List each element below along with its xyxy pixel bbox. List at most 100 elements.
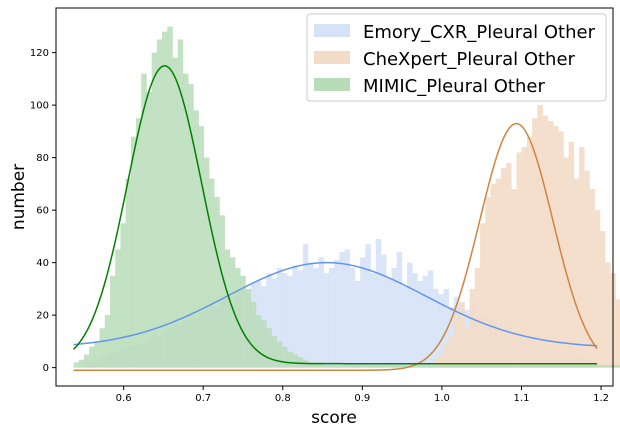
hist-bar-chexpert <box>563 157 569 368</box>
hist-bar-mimic <box>193 110 199 368</box>
x-tick-label: 1.1 <box>514 393 530 404</box>
y-tick-label: 120 <box>30 48 49 59</box>
hist-bar-mimic <box>83 354 90 368</box>
hist-bar-mimic <box>511 365 517 368</box>
hist-bar-mimic <box>427 365 434 368</box>
hist-bar-emory <box>328 267 335 368</box>
hist-bar-mimic <box>526 365 533 368</box>
hist-bar-chexpert <box>605 262 611 368</box>
hist-bar-mimic <box>297 357 304 368</box>
hist-bar-mimic <box>104 315 111 368</box>
hist-bar-emory <box>375 239 382 368</box>
legend-swatch-chexpert <box>314 51 350 64</box>
hist-bar-mimic <box>182 73 189 368</box>
hist-bar-mimic <box>240 275 246 368</box>
hist-bar-chexpert <box>459 302 465 368</box>
hist-bar-mimic <box>485 365 491 368</box>
hist-bar-mimic <box>130 136 137 368</box>
hist-bar-mimic <box>443 365 450 368</box>
hist-bar-mimic <box>521 365 528 368</box>
hist-bar-mimic <box>563 365 569 368</box>
fit-curve-mimic <box>72 65 598 365</box>
hist-bar-emory <box>401 286 408 368</box>
hist-bar-emory <box>281 273 288 368</box>
hist-bar-emory <box>339 252 345 368</box>
x-axis-label: score <box>311 408 357 428</box>
legend: Emory_CXR_Pleural Other CheXpert_Pleural… <box>306 13 607 102</box>
hist-bar-chexpert <box>453 315 460 368</box>
hist-bar-emory <box>381 254 387 368</box>
hist-bar-chexpert <box>474 267 481 368</box>
x-tick-label: 0.7 <box>195 393 211 404</box>
hist-bar-chexpert <box>547 120 554 368</box>
hist-bar-mimic <box>558 365 564 368</box>
hist-bar-emory <box>276 267 283 368</box>
hist-bar-mimic <box>474 365 481 368</box>
hist-bar-emory <box>334 260 340 368</box>
x-axis-ticks: 0.6 0.7 0.8 0.9 1.0 1.1 1.2 <box>116 386 609 404</box>
hist-bar-chexpert <box>495 178 502 368</box>
hist-bar-chexpert <box>500 168 507 368</box>
hist-bar-mimic <box>349 365 356 368</box>
hist-bar-mimic <box>214 197 220 368</box>
hist-bar-emory <box>323 273 330 368</box>
fit-curve-chexpert <box>73 122 598 371</box>
hist-bar-mimic <box>448 365 455 368</box>
hist-bar-mimic <box>506 365 512 368</box>
hist-bar-chexpert <box>584 170 590 368</box>
hist-bar-mimic <box>354 365 361 368</box>
hist-bar-chexpert <box>599 231 606 368</box>
hist-bar-chexpert <box>594 210 601 368</box>
hist-bar-mimic <box>318 362 324 368</box>
hist-bar-mimic <box>198 126 205 368</box>
hist-bar-mimic <box>250 302 257 368</box>
hist-bar-emory <box>365 244 371 368</box>
hist-bar-mimic <box>553 365 559 368</box>
hist-bar-mimic <box>490 365 496 368</box>
hist-bar-mimic <box>261 320 267 368</box>
hist-bar-mimic <box>594 365 601 368</box>
hist-bar-mimic <box>276 341 283 368</box>
hist-bar-chexpert <box>532 118 538 368</box>
hist-bar-emory <box>271 278 278 368</box>
hist-bar-chexpert <box>526 136 533 368</box>
hist-bar-mimic <box>365 365 371 368</box>
hist-bar-mimic <box>323 365 330 368</box>
hist-bar-emory <box>412 273 418 368</box>
hist-bar-mimic <box>599 365 606 368</box>
x-tick-label: 0.6 <box>116 393 132 404</box>
hist-bar-mimic <box>177 39 184 368</box>
hist-bar-mimic <box>172 57 179 368</box>
x-tick-label: 1.2 <box>593 393 609 404</box>
hist-bar-mimic <box>89 346 95 368</box>
y-tick-label: 20 <box>36 311 49 322</box>
hist-bar-mimic <box>495 365 502 368</box>
hist-bar-mimic <box>532 365 538 368</box>
hist-bar-emory <box>349 267 356 368</box>
hist-bar-emory <box>292 265 298 368</box>
hist-bar-chexpert <box>490 183 496 368</box>
hist-bar-mimic <box>146 92 152 368</box>
hist-bar-chexpert <box>485 197 491 368</box>
hist-bar-emory <box>287 275 293 368</box>
hist-bar-chexpert <box>480 223 486 368</box>
hist-bar-mimic <box>605 365 611 368</box>
hist-bar-mimic <box>245 288 252 368</box>
hist-bar-chexpert <box>443 344 450 368</box>
legend-label-mimic: MIMIC_Pleural Other <box>363 76 545 97</box>
hist-bar-mimic <box>266 328 272 368</box>
legend-box <box>306 13 607 102</box>
hist-bar-mimic <box>480 365 486 368</box>
hist-bar-mimic <box>281 346 288 368</box>
hist-bar-mimic <box>219 215 225 368</box>
hist-bar-emory <box>344 249 351 368</box>
hist-bar-mimic <box>271 336 278 368</box>
hist-bar-mimic <box>396 365 403 368</box>
hist-bar-mimic <box>459 365 465 368</box>
hist-bar-chexpert <box>558 131 564 368</box>
hist-bar-emory <box>370 273 377 368</box>
hist-bar-emory <box>318 257 324 368</box>
plot-area-frame <box>55 7 614 387</box>
hist-bar-chexpert <box>542 115 549 368</box>
hist-bar-mimic <box>542 365 549 368</box>
